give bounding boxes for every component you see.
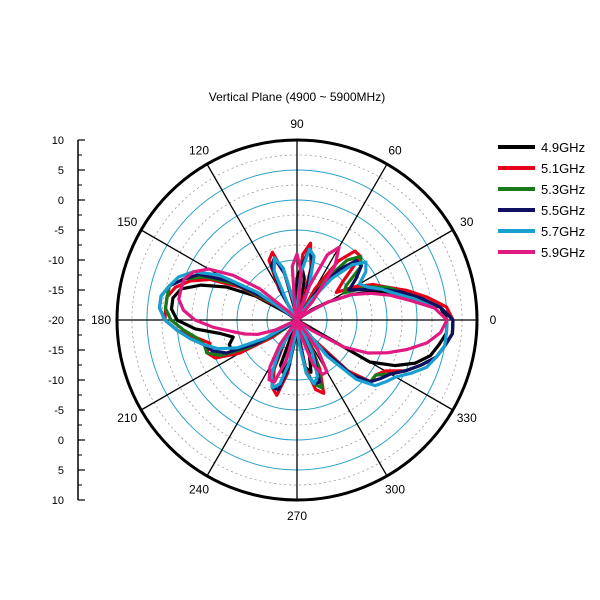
chart-title: Vertical Plane (4900 ~ 5900MHz)	[209, 90, 385, 104]
angle-label: 330	[457, 411, 477, 425]
axis-tick-label: 0	[58, 195, 64, 207]
angle-label: 150	[117, 215, 137, 229]
angle-label: 120	[189, 143, 209, 157]
axis-tick-label: 5	[58, 165, 64, 177]
angle-label: 240	[189, 483, 209, 497]
series-group	[157, 241, 455, 397]
legend-label: 4.9GHz	[541, 140, 585, 155]
legend-label: 5.1GHz	[541, 161, 585, 176]
axis-tick-label: 10	[52, 135, 64, 147]
axis-tick-label: -15	[48, 285, 64, 297]
legend-label: 5.5GHz	[541, 203, 585, 218]
angle-label: 90	[290, 117, 304, 131]
axis-tick-label: -20	[48, 315, 64, 327]
legend: 4.9GHz 5.1GHz 5.3GHz 5.5GHz 5.7GHz 5.9GHz	[498, 140, 585, 260]
axis-tick-label: -10	[48, 375, 64, 387]
legend-label: 5.9GHz	[541, 245, 585, 260]
legend-label: 5.7GHz	[541, 224, 585, 239]
series-line	[177, 245, 449, 384]
axis-tick-label: 0	[58, 435, 64, 447]
angle-label: 180	[91, 313, 111, 327]
axis-tick-label: -15	[48, 345, 64, 357]
legend-label: 5.3GHz	[541, 182, 585, 197]
outer-ring	[115, 138, 479, 502]
radial-axis: 10 5 0 -5 -10 -15 -20 -15 -10 -5 0 5 10	[48, 135, 85, 507]
angle-label: 0	[490, 313, 497, 327]
angle-label: 210	[117, 411, 137, 425]
axis-tick-label: -5	[54, 225, 64, 237]
angle-label: 270	[287, 509, 307, 523]
axis-tick-label: -5	[54, 405, 64, 417]
angle-label: 300	[385, 483, 405, 497]
axis-tick-label: -10	[48, 255, 64, 267]
axis-tick-label: 5	[58, 465, 64, 477]
angle-label: 60	[388, 143, 402, 157]
axis-tick-label: 10	[52, 495, 64, 507]
angle-label: 30	[460, 215, 474, 229]
